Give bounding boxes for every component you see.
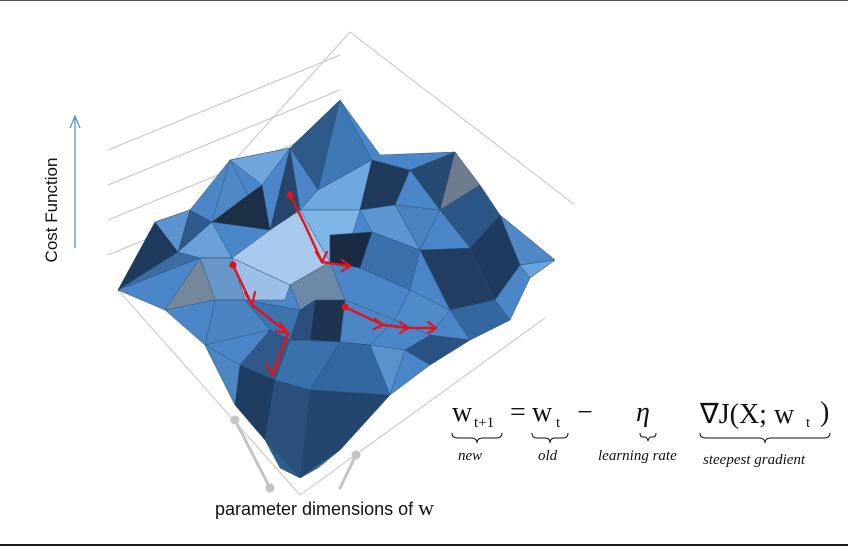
path-3-start (341, 303, 349, 311)
bottom-rule (0, 544, 848, 546)
parameter-axis-var: w (418, 495, 434, 520)
eq-lhs-sub: t+1 (474, 415, 495, 431)
eq-old-var: w (532, 397, 553, 428)
eq-eta: η (636, 397, 650, 428)
cost-axis-label: Cost Function (42, 157, 61, 263)
path-1-start (286, 191, 294, 199)
equation-braces (451, 432, 831, 444)
parameter-axis-label: parameter dimensions of w (215, 495, 434, 521)
top-rule (0, 0, 848, 1)
eq-note-steepest-gradient: steepest gradient (703, 452, 806, 468)
path-start-points (229, 191, 349, 311)
eq-gradient-sub: t (806, 415, 811, 431)
descent-path-3 (343, 305, 438, 330)
back-wall-edge-right (349, 31, 576, 206)
parameter-axis-text: parameter dimensions of (215, 499, 419, 519)
floor-edge-right (299, 317, 546, 496)
eq-minus: − (577, 397, 593, 428)
descent-paths (231, 193, 438, 377)
eq-gradient: ∇J(X; w (700, 399, 795, 430)
descent-path-2 (231, 263, 290, 377)
eq-old-sub: t (556, 415, 561, 431)
path-2-start (229, 261, 237, 269)
eq-note-old: old (538, 448, 558, 464)
eq-equals: = (510, 397, 526, 428)
eq-gradient-close: ) (820, 397, 830, 428)
floor-edge-left (117, 289, 301, 496)
cost-axis (69, 114, 81, 248)
descent-path-1 (288, 193, 352, 268)
surface (117, 99, 556, 479)
path-arrowheads (243, 250, 438, 378)
x-label-leaders (230, 415, 361, 493)
eq-lhs-var: w (452, 397, 473, 428)
eq-note-learning-rate: learning rate (598, 448, 677, 464)
eq-note-new: new (458, 448, 483, 464)
